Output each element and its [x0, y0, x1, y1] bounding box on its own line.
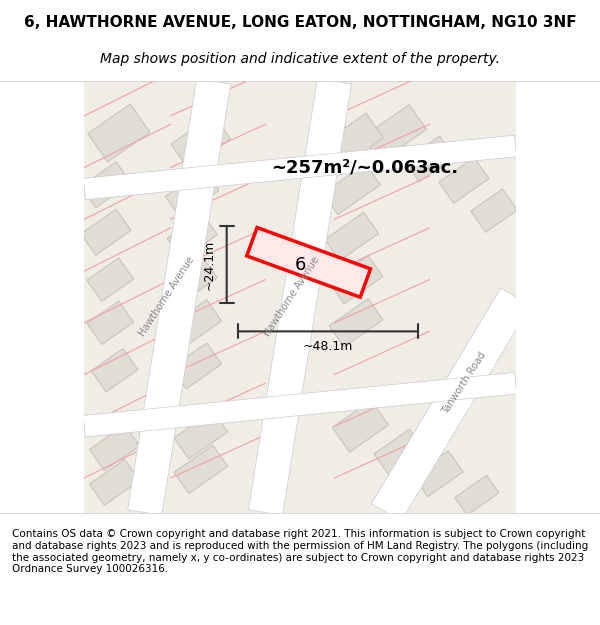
Text: ~24.1m: ~24.1m — [203, 239, 216, 289]
Text: Hawthorne Avenue: Hawthorne Avenue — [262, 255, 321, 339]
Polygon shape — [320, 113, 383, 170]
Polygon shape — [172, 300, 221, 346]
Polygon shape — [471, 189, 517, 232]
Polygon shape — [91, 349, 138, 392]
Polygon shape — [81, 162, 131, 208]
Polygon shape — [325, 213, 379, 261]
Text: ~257m²/~0.063ac.: ~257m²/~0.063ac. — [271, 159, 458, 176]
Polygon shape — [167, 257, 217, 302]
Polygon shape — [332, 400, 388, 452]
Polygon shape — [455, 475, 499, 515]
Polygon shape — [83, 372, 517, 437]
Polygon shape — [81, 209, 131, 255]
Text: Tanworth Road: Tanworth Road — [440, 350, 488, 416]
Polygon shape — [248, 79, 352, 515]
Polygon shape — [247, 228, 371, 298]
Polygon shape — [167, 214, 217, 259]
Text: Map shows position and indicative extent of the property.: Map shows position and indicative extent… — [100, 51, 500, 66]
Text: ~48.1m: ~48.1m — [303, 340, 353, 353]
Text: Contains OS data © Crown copyright and database right 2021. This information is : Contains OS data © Crown copyright and d… — [12, 529, 588, 574]
Polygon shape — [83, 135, 517, 200]
Polygon shape — [404, 136, 454, 182]
Polygon shape — [374, 429, 424, 475]
Polygon shape — [329, 256, 383, 304]
Polygon shape — [174, 411, 227, 459]
Polygon shape — [323, 164, 380, 214]
Polygon shape — [363, 104, 427, 161]
Polygon shape — [166, 169, 219, 217]
Polygon shape — [174, 445, 227, 494]
Polygon shape — [172, 343, 221, 389]
Text: 6: 6 — [295, 256, 305, 274]
Polygon shape — [89, 425, 140, 471]
Polygon shape — [87, 258, 134, 301]
Polygon shape — [88, 104, 150, 162]
Polygon shape — [87, 301, 134, 344]
Polygon shape — [171, 114, 230, 169]
Polygon shape — [371, 288, 530, 521]
Polygon shape — [329, 299, 383, 347]
Text: Hawthorne Avenue: Hawthorne Avenue — [137, 255, 196, 339]
Text: 6, HAWTHORNE AVENUE, LONG EATON, NOTTINGHAM, NG10 3NF: 6, HAWTHORNE AVENUE, LONG EATON, NOTTING… — [23, 15, 577, 30]
Polygon shape — [439, 158, 489, 203]
Polygon shape — [89, 459, 140, 505]
Polygon shape — [413, 451, 463, 497]
Polygon shape — [128, 79, 231, 515]
